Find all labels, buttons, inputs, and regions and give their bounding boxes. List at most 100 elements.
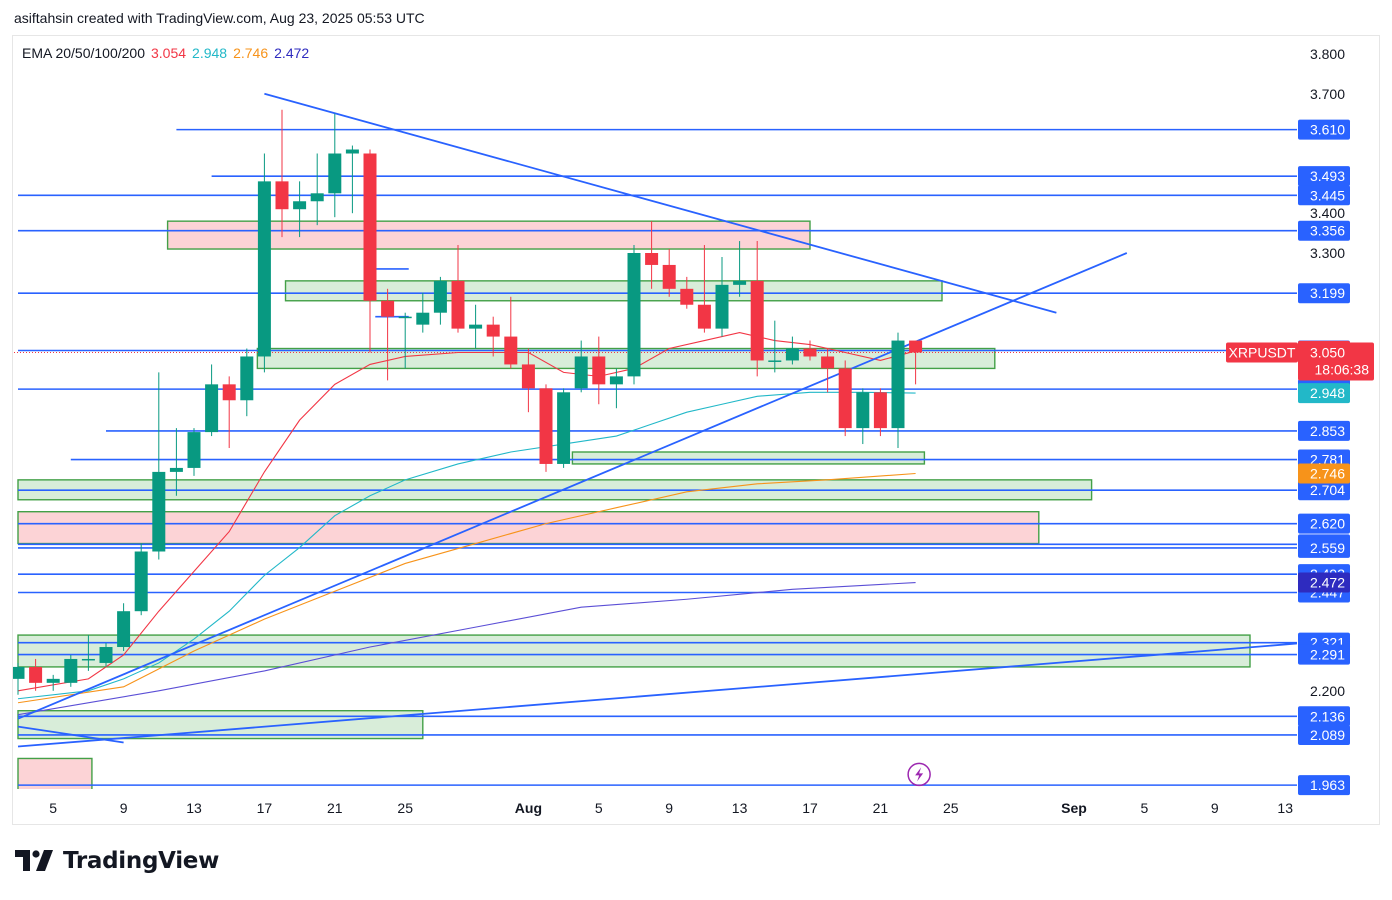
candle-body [838, 368, 852, 429]
candle-body [328, 153, 342, 194]
candle-down [504, 296, 518, 369]
time-tick-label: Aug [515, 800, 542, 816]
candle-body [715, 284, 729, 329]
candle-down [838, 360, 852, 437]
level-price-label: 2.853 [1310, 423, 1345, 439]
time-tick-label: 17 [802, 800, 818, 816]
tradingview-logo[interactable]: TradingView [15, 848, 219, 874]
candle-body [433, 280, 447, 313]
candle-up [117, 603, 131, 651]
candle-body [856, 392, 870, 429]
candles-layer [13, 109, 923, 695]
level-price-label: 2.704 [1310, 482, 1345, 498]
candle-body [398, 316, 412, 319]
level-price-label: 3.610 [1310, 122, 1345, 138]
candle-down [873, 388, 887, 437]
candle-body [64, 658, 78, 683]
candle-body [134, 551, 148, 612]
candle-up [134, 543, 148, 616]
candle-up [13, 662, 25, 695]
candle-up [64, 654, 78, 687]
supply-zone [17, 757, 93, 789]
candle-body [609, 376, 623, 385]
candle-body [592, 356, 606, 385]
candle-down [451, 245, 465, 333]
candle-up [293, 181, 307, 238]
trendline [17, 252, 1128, 720]
candle-body [240, 356, 254, 401]
candle-body [785, 348, 799, 361]
time-tick-label: 25 [943, 800, 959, 816]
level-price-label-bg [1298, 220, 1350, 241]
marker-layer [907, 762, 931, 787]
level-price-label: 2.620 [1310, 516, 1345, 532]
time-tick-label: 5 [595, 800, 603, 816]
candle-down [381, 288, 395, 381]
countdown-label: 18:06:38 [1315, 362, 1370, 378]
trendline [264, 92, 1057, 314]
ema-line [17, 391, 916, 700]
level-price-label: 3.356 [1310, 223, 1345, 239]
candle-up [574, 340, 588, 393]
time-tick-label: 21 [873, 800, 889, 816]
candle-body [310, 193, 324, 202]
candle-body [909, 340, 923, 353]
level-price-label-bg [1298, 480, 1350, 501]
level-price-label-bg [1298, 166, 1350, 187]
candle-body [768, 360, 782, 362]
trendline [17, 725, 124, 744]
candle-down [275, 109, 289, 238]
level-price-label: 1.963 [1310, 777, 1345, 793]
ema-line [17, 472, 916, 704]
candle-body [469, 324, 483, 329]
candle-down [680, 276, 694, 309]
candle-down [909, 340, 923, 385]
price-tick-label: 3.300 [1310, 245, 1345, 261]
candle-up [310, 153, 324, 226]
level-price-label-bg [1298, 644, 1350, 665]
candle-down [521, 348, 535, 413]
candle-down [662, 249, 676, 297]
candle-body [345, 149, 359, 154]
level-price-label: 3.199 [1310, 285, 1345, 301]
candle-body [169, 467, 183, 472]
candle-up [557, 388, 571, 468]
trendlines-layer [17, 92, 1297, 748]
candle-up [856, 388, 870, 445]
level-price-label-bg [1298, 537, 1350, 558]
candle-down [486, 316, 500, 357]
ema-price-label-bg [1298, 383, 1350, 404]
candle-up [469, 304, 483, 349]
candle-up [205, 364, 219, 437]
candle-down [363, 149, 377, 353]
candle-up [257, 153, 271, 373]
level-price-label-bg [1298, 775, 1350, 796]
ema-price-label: 2.472 [1310, 575, 1345, 591]
time-tick-label: 5 [1141, 800, 1149, 816]
candle-body [697, 304, 711, 329]
time-tick-label: 17 [257, 800, 273, 816]
level-price-label: 2.136 [1310, 708, 1345, 724]
time-tick-label: 25 [397, 800, 413, 816]
time-axis: 5 9 13 17 21 25 Aug 5 9 13 17 21 25 Sep 5 9 13 [49, 800, 1293, 816]
ema50-value: 2.948 [192, 45, 228, 61]
level-price-label-bg [1298, 513, 1350, 534]
last-price-bg [1298, 342, 1374, 381]
supply-zone [17, 511, 1040, 545]
candle-up [733, 241, 747, 297]
candle-body [486, 324, 500, 337]
time-tick-label: 13 [732, 800, 748, 816]
level-price-label: 2.089 [1310, 727, 1345, 743]
price-tick-label: 2.200 [1310, 683, 1345, 699]
candle-down [645, 221, 659, 289]
candle-up [169, 428, 183, 496]
tradingview-icon [15, 850, 53, 871]
level-price-label-bg [1298, 706, 1350, 727]
candle-down [697, 245, 711, 333]
candle-up [609, 368, 623, 409]
ema200-value: 2.472 [274, 45, 310, 61]
time-tick-label: 9 [120, 800, 128, 816]
candle-body [821, 356, 835, 369]
candle-up [99, 643, 113, 667]
